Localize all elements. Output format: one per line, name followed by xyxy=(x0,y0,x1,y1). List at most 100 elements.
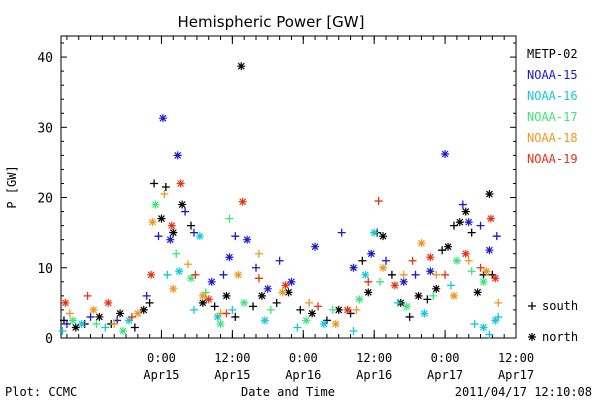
point-noaa-17-south xyxy=(429,291,438,300)
point-metp-02-north xyxy=(334,305,343,314)
point-noaa-17-north xyxy=(187,274,195,283)
point-noaa-16-north xyxy=(175,267,184,276)
point-metp-02-north xyxy=(473,288,482,297)
point-metp-02-north xyxy=(116,309,125,318)
point-noaa-19-south xyxy=(374,197,383,206)
point-noaa-16-north xyxy=(260,316,269,325)
point-noaa-15-north xyxy=(243,235,252,244)
point-metp-02-south xyxy=(161,183,170,191)
point-metp-02-south xyxy=(145,298,154,307)
x-tick-time: 0:00 xyxy=(289,351,318,365)
point-noaa-18-south xyxy=(160,190,169,199)
point-noaa-15-south xyxy=(181,207,190,216)
point-noaa-19-north xyxy=(486,214,495,223)
point-metp-02-south xyxy=(423,295,432,304)
point-noaa-16-north xyxy=(420,309,429,318)
point-noaa-16-south xyxy=(349,326,358,335)
footer-timestamp: 2011/04/17 12:10:08 xyxy=(455,385,592,399)
point-noaa-19-north xyxy=(426,253,435,262)
point-noaa-19-south xyxy=(364,277,373,286)
point-noaa-17-north xyxy=(68,316,77,325)
x-axis: 0:00 Apr15 12:00 Apr15 0:00 Apr16 12:00 Apr16 0:… xyxy=(66,36,534,382)
legend: METP-02 NOAA-15 NOAA-16 NOAA-17 NOAA-18 NOAA-… xyxy=(527,47,578,166)
point-metp-02-north xyxy=(237,62,246,71)
point-noaa-16-north xyxy=(213,312,222,321)
point-noaa-15-north xyxy=(399,277,408,286)
y-tick-label: 20 xyxy=(37,192,53,207)
point-noaa-16-north xyxy=(319,319,328,328)
marker-legend: south north xyxy=(528,299,578,344)
x-tick-date: Apr15 xyxy=(214,368,250,382)
legend-entry-noaa-15: NOAA-15 xyxy=(527,68,578,82)
y-tick-label: 30 xyxy=(37,121,53,136)
point-metp-02-south xyxy=(130,323,139,332)
point-noaa-15-north xyxy=(207,277,216,286)
point-noaa-19-south xyxy=(191,270,200,279)
point-noaa-18-north xyxy=(449,291,458,300)
point-noaa-19-north xyxy=(61,298,70,307)
point-metp-02-south xyxy=(296,305,305,314)
point-noaa-15-south xyxy=(231,232,240,241)
point-noaa-16-south xyxy=(293,323,302,332)
x-axis-label: Date and Time xyxy=(241,385,335,399)
point-noaa-17-north xyxy=(302,316,311,325)
point-noaa-19-north xyxy=(167,221,176,230)
point-metp-02-south xyxy=(272,298,281,307)
legend-entry-noaa-18: NOAA-18 xyxy=(527,131,578,145)
point-noaa-15-north xyxy=(263,284,272,293)
point-noaa-17-south xyxy=(172,249,181,258)
point-metp-02-south xyxy=(210,302,219,311)
point-noaa-19-south xyxy=(222,309,231,318)
point-noaa-19-north xyxy=(147,270,156,279)
point-noaa-15-north xyxy=(311,242,320,251)
point-noaa-19-north xyxy=(238,197,247,206)
point-noaa-18-north xyxy=(198,291,207,300)
south-marker-symbol xyxy=(528,302,536,310)
legend-entry-noaa-17: NOAA-17 xyxy=(527,110,578,124)
point-noaa-16-north xyxy=(491,316,500,325)
point-noaa-18-north xyxy=(379,263,388,272)
footer-credit: Plot: CCMC xyxy=(5,385,77,399)
point-noaa-16-north xyxy=(195,232,204,241)
point-noaa-15-north xyxy=(166,235,175,244)
point-metp-02-south xyxy=(438,246,447,255)
point-noaa-18-north xyxy=(482,267,491,276)
marker-legend-south: south xyxy=(542,299,578,313)
point-noaa-15-north xyxy=(173,151,182,160)
point-noaa-19-north xyxy=(204,295,213,304)
point-noaa-18-north xyxy=(331,319,340,328)
point-metp-02-north xyxy=(414,291,423,300)
point-noaa-18-south xyxy=(494,298,503,307)
point-noaa-15-south xyxy=(252,263,260,272)
point-noaa-15-north xyxy=(287,277,296,286)
point-noaa-17-south xyxy=(266,305,275,314)
marker-legend-north: north xyxy=(542,330,578,344)
x-tick-date: Apr17 xyxy=(498,368,534,382)
point-noaa-19-south xyxy=(441,270,450,279)
point-noaa-16-south xyxy=(393,298,402,307)
point-noaa-18-south xyxy=(65,309,74,318)
point-noaa-15-north xyxy=(349,263,358,272)
point-metp-02-north xyxy=(444,242,453,251)
point-noaa-19-north xyxy=(491,274,500,283)
point-noaa-17-south xyxy=(328,305,337,314)
point-metp-02-north xyxy=(379,232,388,241)
point-noaa-16-south xyxy=(189,305,198,314)
point-metp-02-south xyxy=(387,270,396,279)
y-axis: 0 10 20 30 40 xyxy=(37,42,516,347)
point-noaa-17-north xyxy=(151,200,160,209)
point-noaa-17-north xyxy=(402,302,411,311)
point-noaa-15-north xyxy=(158,114,167,123)
point-noaa-17-north xyxy=(240,298,249,307)
point-noaa-19-north xyxy=(104,298,113,307)
point-metp-02-north xyxy=(432,284,441,293)
point-noaa-15-north xyxy=(464,218,473,227)
point-noaa-16-south xyxy=(470,319,479,328)
point-noaa-16-south xyxy=(228,305,237,314)
point-noaa-19-north xyxy=(461,249,470,258)
point-noaa-17-south xyxy=(225,214,234,223)
point-noaa-18-north xyxy=(278,288,287,297)
point-noaa-15-south xyxy=(189,228,198,237)
point-noaa-17-north xyxy=(119,326,128,335)
point-noaa-15-south xyxy=(458,200,467,209)
